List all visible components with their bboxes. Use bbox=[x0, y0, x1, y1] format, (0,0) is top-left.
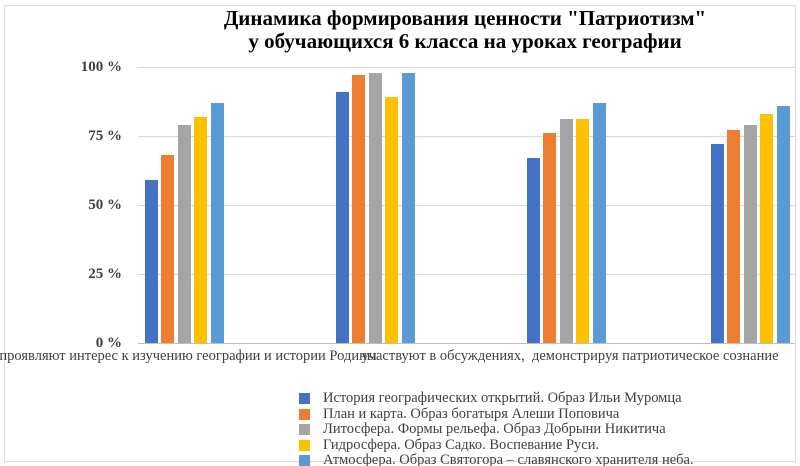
bar-group4-series3 bbox=[743, 124, 757, 343]
bar-group1-series3 bbox=[177, 124, 191, 343]
legend-label-4: Гидросфера. Образ Садко. Воспевание Руси… bbox=[323, 436, 600, 453]
x-tick-label-3: участвуют в обсуждениях, демонстрируя па… bbox=[361, 348, 779, 364]
y-tick-label-0: 0 % bbox=[95, 335, 122, 351]
gridline-0 bbox=[138, 343, 795, 344]
bar-group2-series5 bbox=[401, 72, 415, 343]
legend-label-2: План и карта. Образ богатыря Алеши Попов… bbox=[323, 405, 620, 422]
bar-group3-series2 bbox=[543, 133, 556, 343]
chart-frame-border bbox=[4, 5, 796, 462]
gridline-75 bbox=[138, 136, 795, 137]
gridline-25 bbox=[138, 274, 795, 275]
bar-group2-series3 bbox=[368, 72, 382, 343]
bar-group4-series2 bbox=[727, 130, 740, 343]
chart-title-line2: у обучающихся 6 класса на уроках географ… bbox=[248, 29, 682, 53]
y-tick-label-75: 75 % bbox=[88, 128, 122, 144]
gridline-50 bbox=[138, 205, 795, 206]
bar-group3-series1 bbox=[526, 158, 540, 343]
gridline-100 bbox=[138, 67, 795, 68]
y-tick-label-100: 100 % bbox=[80, 59, 122, 75]
y-tick-label-50: 50 % bbox=[88, 197, 122, 213]
bar-group3-series3 bbox=[559, 119, 573, 343]
legend-label-1: История географических открытий. Образ И… bbox=[323, 390, 682, 406]
legend-swatch-icon bbox=[299, 408, 310, 420]
bar-group3-series4 bbox=[576, 119, 589, 343]
bar-group4-series1 bbox=[710, 144, 724, 343]
legend-swatch-icon bbox=[299, 439, 310, 451]
bar-group1-series1 bbox=[144, 180, 158, 343]
bar-group2-series4 bbox=[385, 97, 398, 343]
chart-title: Динамика формирования ценности "Патриоти… bbox=[224, 7, 706, 53]
bar-group3-series5 bbox=[592, 102, 606, 343]
bar-group1-series4 bbox=[194, 116, 207, 343]
bar-group2-series1 bbox=[335, 91, 349, 343]
bar-group4-series4 bbox=[760, 113, 773, 343]
legend-label-3: Литосфера. Формы рельефа. Образ Добрыни … bbox=[323, 421, 666, 437]
legend-label-5: Атмосфера. Образ Святогора – славянского… bbox=[323, 452, 694, 466]
bar-group2-series2 bbox=[352, 75, 365, 343]
y-tick-label-25: 25 % bbox=[88, 266, 122, 282]
legend-swatch-icon bbox=[299, 393, 310, 404]
bar-group1-series5 bbox=[210, 102, 224, 343]
x-tick-label-1: проявляют интерес к изучению географии и… bbox=[0, 348, 377, 364]
bar-group1-series2 bbox=[161, 155, 174, 343]
legend-swatch-icon bbox=[299, 424, 310, 435]
legend-swatch-icon bbox=[299, 455, 310, 466]
bar-group4-series5 bbox=[776, 105, 790, 343]
chart-title-line1: Динамика формирования ценности "Патриоти… bbox=[223, 6, 707, 30]
